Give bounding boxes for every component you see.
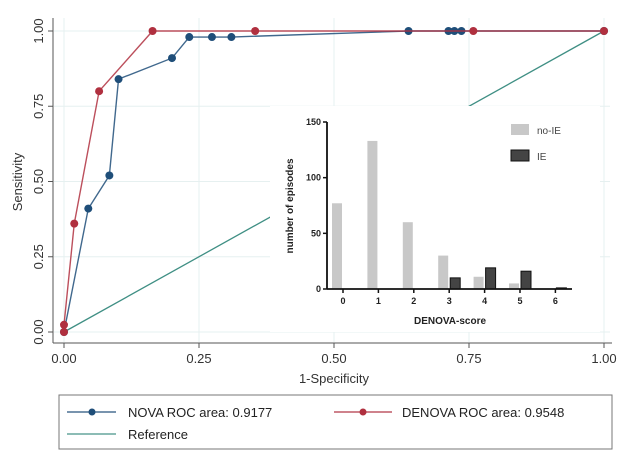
y-tick-label-0: 0.00	[31, 319, 46, 344]
bar-ie-4	[485, 267, 497, 290]
bar-ie-5	[520, 270, 532, 290]
legend-item-nova: NOVA ROC area: 0.9177	[67, 405, 272, 420]
inset-legend-swatch-no-ie	[511, 124, 529, 135]
inset-background	[270, 106, 600, 332]
legend-label-denova: DENOVA ROC area: 0.9548	[402, 405, 564, 420]
inset-x-tick-label-2: 2	[411, 296, 416, 306]
inset-axes: 0 50 100 150 0 1 2 3 4 5 6	[306, 117, 572, 306]
bar-no-ie-1	[367, 140, 378, 289]
series-denova	[60, 27, 608, 336]
data-point-nova-4	[168, 54, 176, 63]
bar-no-ie-4	[473, 276, 484, 289]
data-point-nova-1	[84, 204, 93, 213]
inset-x-tick-label-3: 3	[447, 296, 452, 306]
data-point-denova-5	[251, 27, 260, 35]
data-point-denova-7	[600, 27, 608, 35]
y-axis-title: Sensitivity	[10, 152, 25, 211]
legend-label-reference: Reference	[128, 427, 188, 442]
x-tick-label-1: 0.25	[186, 351, 211, 366]
data-point-denova-3	[95, 87, 104, 96]
data-point-nova-6	[207, 33, 216, 42]
inset-legend-swatch-ie	[510, 149, 530, 162]
bar-ie-3	[449, 277, 461, 290]
chart-legend: NOVA ROC area: 0.9177 DENOVA ROC area: 0…	[58, 394, 613, 450]
inset-y-tick-label-1: 50	[311, 228, 321, 238]
inset-legend-label-ie: IE	[537, 152, 547, 163]
legend-item-denova: DENOVA ROC area: 0.9548	[334, 405, 564, 420]
inset-x-axis-title: DENOVA-score	[414, 316, 486, 327]
data-point-nova-2	[105, 171, 114, 180]
y-tick-label-1: 0.25	[31, 244, 46, 269]
bar-no-ie-0	[332, 203, 342, 289]
data-point-denova-4	[148, 27, 157, 35]
data-point-nova-3	[114, 75, 123, 84]
data-point-denova-2	[70, 219, 79, 228]
inset-y-tick-label-0: 0	[316, 284, 321, 294]
y-tick-label-4: 1.00	[31, 18, 46, 43]
x-tick-label-4: 1.00	[591, 351, 616, 366]
bar-no-ie-2	[402, 222, 413, 289]
legend-marker-nova	[88, 408, 96, 416]
legend-label-nova: NOVA ROC area: 0.9177	[128, 405, 272, 420]
legend-box	[58, 394, 613, 450]
data-point-nova-5	[185, 33, 194, 42]
inset-legend-label-no-ie: no-IE	[537, 126, 561, 137]
inset-x-tick-label-6: 6	[553, 296, 558, 306]
inset-legend: no-IE IE	[510, 124, 561, 163]
bar-no-ie-5	[509, 283, 519, 289]
x-tick-label-2: 0.50	[321, 351, 346, 366]
legend-item-reference: Reference	[67, 427, 188, 442]
y-tick-label-2: 0.50	[31, 169, 46, 194]
roc-series	[60, 27, 608, 336]
data-point-nova-7	[227, 33, 236, 42]
x-tick-label-3: 0.75	[456, 351, 481, 366]
inset-y-axis-title: number of episodes	[285, 158, 296, 253]
series-line-denova	[63, 30, 604, 332]
data-point-denova-0	[60, 328, 68, 336]
inset-x-tick-label-1: 1	[376, 296, 381, 306]
inset-x-tick-label-5: 5	[517, 296, 522, 306]
data-point-denova-1	[60, 320, 68, 329]
inset-x-tick-label-0: 0	[340, 296, 345, 306]
inset-x-tick-label-4: 4	[482, 296, 487, 306]
inset-bar-chart: 0 50 100 150 0 1 2 3 4 5 6 number of episodes DENO…	[270, 106, 600, 332]
legend-marker-denova	[359, 408, 367, 416]
inset-y-tick-label-2: 100	[306, 173, 321, 183]
data-point-denova-6	[469, 27, 478, 35]
x-axis-title: 1-Specificity	[299, 371, 370, 386]
y-tick-label-3: 0.75	[31, 94, 46, 119]
x-tick-label-0: 0.00	[51, 351, 76, 366]
bar-no-ie-3	[438, 255, 449, 289]
inset-y-tick-label-3: 150	[306, 117, 321, 127]
main-axes: 0.00 0.25 0.50 0.75 1.00 0.00 0.25 0.50 0.75 1.00	[31, 18, 617, 366]
